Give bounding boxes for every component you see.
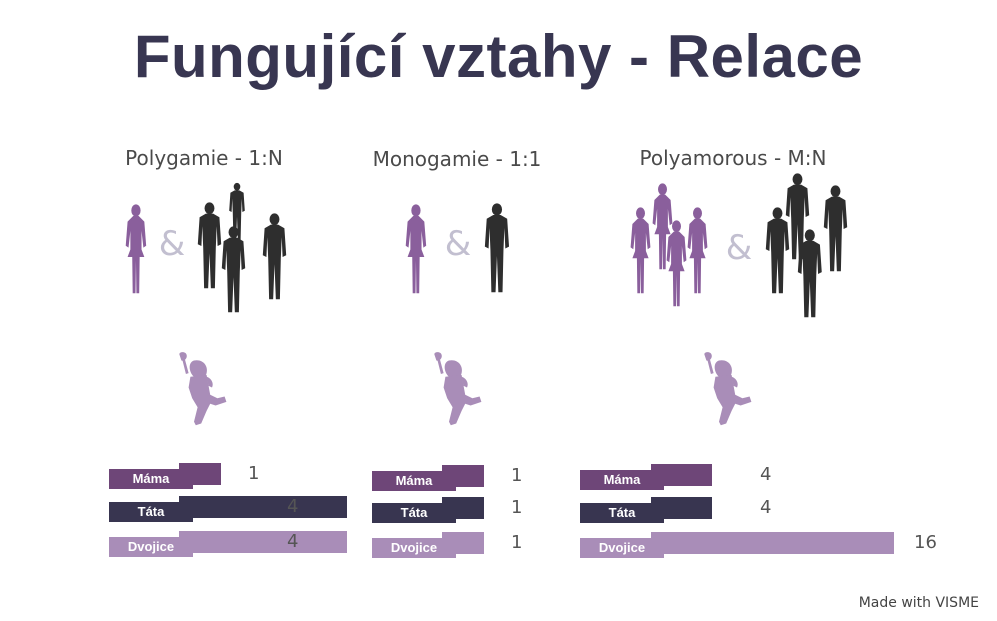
child-silhouette-icon: [434, 352, 482, 426]
bar-label-mama: Máma: [372, 471, 456, 491]
child-silhouette-icon: [179, 352, 227, 426]
male-silhouette-icon: [798, 229, 822, 318]
bar-label-tata: Táta: [109, 502, 193, 522]
female-silhouette-icon: [687, 207, 707, 294]
male-silhouette-icon: [262, 213, 286, 300]
ampersand-icon: &: [158, 224, 186, 264]
bar-fill: [651, 464, 712, 486]
bar-fill: [442, 497, 484, 519]
bar-fill: [179, 496, 347, 518]
male-silhouette-icon: [484, 203, 510, 293]
panel-title-monogamie: Monogamie - 1:1: [372, 147, 542, 171]
female-silhouette-icon: [125, 204, 147, 294]
male-silhouette-icon: [221, 226, 245, 313]
female-silhouette-icon: [405, 204, 427, 294]
female-silhouette-icon: [652, 183, 672, 270]
bar-value: 1: [511, 532, 523, 553]
bar-label-mama: Máma: [580, 470, 664, 490]
bar-value: 4: [760, 464, 772, 485]
bar-value: 1: [248, 463, 260, 484]
bar-value: 4: [287, 531, 299, 552]
bar-label-mama: Máma: [109, 469, 193, 489]
ampersand-icon: &: [444, 224, 472, 264]
bar-value: 1: [511, 465, 523, 486]
page-title: Fungující vztahy - Relace: [133, 23, 864, 90]
panel-title-polygamie: Polygamie - 1:N: [125, 146, 283, 170]
female-silhouette-icon: [630, 207, 650, 294]
bar-value: 16: [914, 532, 937, 553]
bar-fill: [651, 497, 712, 519]
bar-fill: [442, 532, 484, 554]
male-silhouette-icon: [765, 207, 789, 294]
male-silhouette-icon: [229, 182, 245, 241]
bar-value: 4: [287, 496, 299, 517]
female-silhouette-icon: [666, 220, 686, 307]
bar-label-tata: Táta: [580, 503, 664, 523]
footer-credit: Made with VISME: [858, 595, 979, 611]
bar-label-dvojice: Dvojice: [372, 538, 456, 558]
male-silhouette-icon: [785, 173, 809, 260]
bar-label-dvojice: Dvojice: [109, 537, 193, 557]
bar-value: 1: [511, 497, 523, 518]
bar-label-dvojice: Dvojice: [580, 538, 664, 558]
bar-fill: [651, 532, 894, 554]
bar-label-tata: Táta: [372, 503, 456, 523]
bar-value: 4: [760, 497, 772, 518]
bar-fill: [179, 463, 221, 485]
panel-title-polyamorous: Polyamorous - M:N: [639, 146, 827, 170]
ampersand-icon: &: [725, 228, 753, 268]
bar-fill: [179, 531, 347, 553]
child-silhouette-icon: [704, 352, 752, 426]
male-silhouette-icon: [197, 202, 221, 289]
male-silhouette-icon: [823, 185, 847, 272]
bar-fill: [442, 465, 484, 487]
